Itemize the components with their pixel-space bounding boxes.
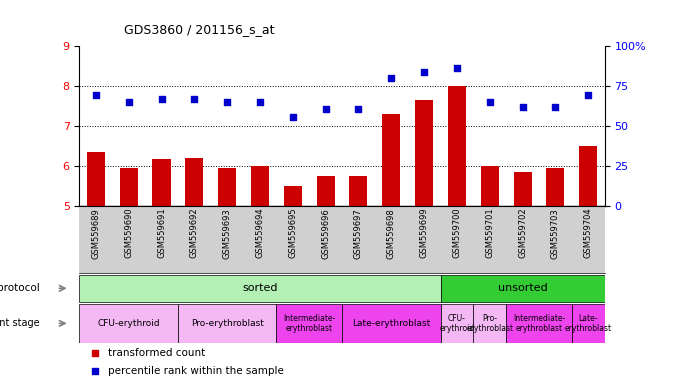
Bar	[440, 275, 605, 302]
Text: GSM559691: GSM559691	[157, 208, 166, 258]
Point	[254, 99, 265, 105]
Point	[90, 349, 101, 356]
Bar	[79, 275, 440, 302]
Bar	[473, 304, 506, 343]
Bar	[251, 166, 269, 207]
Point	[287, 114, 299, 120]
Bar	[481, 166, 499, 207]
Bar	[440, 304, 473, 343]
Point	[123, 99, 134, 105]
Text: development stage: development stage	[0, 318, 40, 328]
Point	[189, 96, 200, 102]
Bar	[79, 304, 178, 343]
Text: Intermediate-
erythroblast: Intermediate- erythroblast	[513, 314, 565, 333]
Bar	[506, 304, 571, 343]
Point	[156, 96, 167, 102]
Text: Pro-erythroblast: Pro-erythroblast	[191, 319, 263, 328]
Point	[91, 92, 102, 98]
Point	[484, 99, 495, 105]
Bar	[513, 172, 531, 207]
Bar	[178, 304, 276, 343]
Text: GSM559692: GSM559692	[190, 208, 199, 258]
Text: GDS3860 / 201156_s_at: GDS3860 / 201156_s_at	[124, 23, 275, 36]
Bar	[350, 176, 368, 207]
Bar	[547, 168, 565, 207]
Bar	[276, 304, 342, 343]
Text: Late-erythroblast: Late-erythroblast	[352, 319, 430, 328]
Bar	[571, 304, 605, 343]
Point	[550, 104, 561, 110]
Point	[90, 368, 101, 374]
Text: protocol: protocol	[0, 283, 40, 293]
Text: GSM559702: GSM559702	[518, 208, 527, 258]
Point	[583, 92, 594, 98]
Text: Late-
erythroblast: Late- erythroblast	[565, 314, 612, 333]
Text: Pro-
erythroblast: Pro- erythroblast	[466, 314, 513, 333]
Bar	[316, 176, 334, 207]
Text: GSM559696: GSM559696	[321, 208, 330, 258]
Point	[419, 69, 430, 75]
Text: GSM559700: GSM559700	[453, 208, 462, 258]
Text: Intermediate-
erythroblast: Intermediate- erythroblast	[283, 314, 335, 333]
Text: percentile rank within the sample: percentile rank within the sample	[108, 366, 284, 376]
Point	[386, 75, 397, 81]
Text: GSM559689: GSM559689	[91, 208, 100, 258]
Text: CFU-erythroid: CFU-erythroid	[97, 319, 160, 328]
Bar	[579, 146, 597, 207]
Text: unsorted: unsorted	[498, 283, 547, 293]
Text: GSM559697: GSM559697	[354, 208, 363, 258]
Bar	[415, 100, 433, 207]
Bar	[153, 159, 171, 207]
Bar	[218, 167, 236, 207]
Bar	[284, 186, 302, 207]
Text: CFU-
erythroid: CFU- erythroid	[439, 314, 475, 333]
Text: transformed count: transformed count	[108, 348, 206, 358]
Bar	[342, 304, 440, 343]
Point	[517, 104, 528, 110]
Text: GSM559693: GSM559693	[223, 208, 231, 258]
Bar	[185, 158, 203, 207]
Text: GSM559698: GSM559698	[387, 208, 396, 258]
Point	[451, 65, 462, 71]
Text: GSM559699: GSM559699	[419, 208, 428, 258]
Text: sorted: sorted	[243, 283, 278, 293]
Text: GSM559704: GSM559704	[584, 208, 593, 258]
Text: GSM559695: GSM559695	[288, 208, 297, 258]
Text: GSM559694: GSM559694	[256, 208, 265, 258]
Text: GSM559690: GSM559690	[124, 208, 133, 258]
Bar	[382, 114, 400, 207]
Bar	[120, 167, 138, 207]
Bar	[87, 152, 105, 207]
Point	[353, 106, 364, 112]
Point	[222, 99, 233, 105]
Text: GSM559701: GSM559701	[485, 208, 494, 258]
Point	[320, 106, 331, 112]
Bar	[448, 86, 466, 207]
Text: GSM559703: GSM559703	[551, 208, 560, 258]
